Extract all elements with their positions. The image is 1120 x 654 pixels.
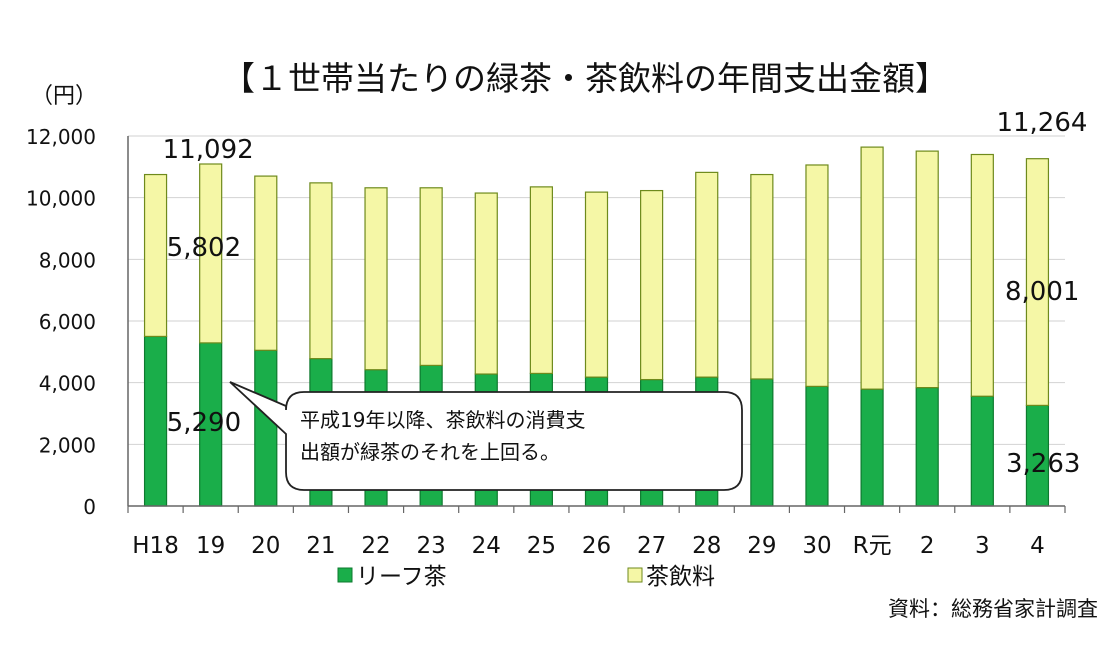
bar-segment-tea-drink	[805, 164, 829, 387]
bar-segment-tea-drink	[474, 192, 498, 375]
bar-segment-tea-drink	[584, 191, 609, 378]
bar-segment-tea-drink	[199, 163, 223, 344]
callout	[229, 381, 743, 491]
axes: 0 2,000 4,000 6,000 8,000 10,000 12,000 H18 19 20…	[26, 125, 1066, 559]
x-tick-label: 22	[361, 533, 390, 559]
x-tick-label: 29	[747, 533, 776, 559]
bar-segment-tea-drink	[750, 173, 774, 380]
bar-segment-tea-drink	[254, 175, 278, 351]
x-tick-label: R元	[853, 533, 892, 559]
x-tick-label: 26	[582, 533, 611, 559]
x-tick-label: 3	[975, 533, 990, 559]
x-tick-label: H18	[132, 533, 179, 559]
x-tick-label: 23	[417, 533, 446, 559]
x-tick-label: 30	[802, 533, 831, 559]
data-label-total-4: 11,264	[996, 108, 1087, 138]
labels: 【１世帯当たりの緑茶・茶飲料の年間支出金額】 （円） 11,092 5,802 5,29…	[31, 59, 1098, 621]
bar-segment-tea-drink	[970, 153, 994, 397]
y-tick-label: 2,000	[39, 433, 96, 457]
callout-text: 平成19年以降、茶飲料の消費支 出額が緑茶のそれを上回る。	[300, 404, 720, 468]
x-tick-label: 27	[637, 533, 666, 559]
x-tick-label: 20	[251, 533, 280, 559]
data-label-leaf-tea-19: 5,290	[167, 408, 241, 438]
bar-segment-tea-drink	[860, 146, 884, 390]
bar-segment-tea-drink	[419, 187, 443, 367]
y-tick-label: 12,000	[26, 125, 96, 149]
x-tick-label: 19	[196, 533, 225, 559]
bar-segment-leaf-tea	[860, 388, 884, 507]
y-tick-label: 4,000	[39, 372, 96, 396]
bar-segment-tea-drink	[915, 150, 939, 389]
data-label-tea-drink-4: 8,001	[1005, 277, 1079, 307]
bar-segment-leaf-tea	[805, 385, 829, 507]
y-tick-label: 0	[83, 495, 96, 519]
legend-label-tea-drink: 茶飲料	[646, 564, 715, 590]
data-label-tea-drink-19: 5,802	[167, 233, 241, 263]
y-axis-unit-label: （円）	[31, 84, 97, 109]
bar-segment-leaf-tea	[970, 395, 994, 507]
x-tick-label: 4	[1030, 533, 1045, 559]
x-tick-label: 21	[306, 533, 335, 559]
bar-segment-tea-drink	[640, 189, 664, 381]
callout-line-1: 平成19年以降、茶飲料の消費支	[300, 408, 586, 432]
bar-segment-tea-drink	[529, 186, 553, 375]
bar-segment-tea-drink	[143, 173, 168, 338]
chart-title: 【１世帯当たりの緑茶・茶飲料の年間支出金額】	[222, 59, 948, 98]
bar-segment-tea-drink	[695, 171, 719, 378]
data-label-total-19: 11,092	[163, 135, 254, 165]
x-tick-label: 25	[527, 533, 556, 559]
bar-segment-leaf-tea	[750, 378, 774, 507]
legend-label-leaf-tea: リーフ茶	[356, 564, 447, 590]
bar-segment-leaf-tea	[143, 335, 168, 507]
y-tick-label: 6,000	[39, 310, 96, 334]
source-note: 資料：総務省家計調査	[888, 597, 1098, 621]
bar-segment-tea-drink	[364, 187, 388, 371]
x-tick-label: 2	[920, 533, 935, 559]
x-tick-label: 24	[472, 533, 501, 559]
data-label-leaf-tea-4: 3,263	[1006, 449, 1080, 479]
callout-line-2: 出額が緑茶のそれを上回る。	[300, 440, 560, 464]
x-tick-label: 28	[692, 533, 721, 559]
bar-segment-leaf-tea	[254, 349, 278, 507]
bar-segment-tea-drink	[1025, 158, 1050, 406]
legend-swatch-leaf-tea	[337, 567, 353, 583]
y-tick-label: 8,000	[39, 248, 96, 272]
legend-swatch-tea-drink	[627, 567, 643, 583]
y-tick-label: 10,000	[26, 187, 96, 211]
bar-segment-tea-drink	[309, 182, 333, 360]
bar-segment-leaf-tea	[915, 387, 939, 507]
callout-bubble	[229, 381, 743, 491]
